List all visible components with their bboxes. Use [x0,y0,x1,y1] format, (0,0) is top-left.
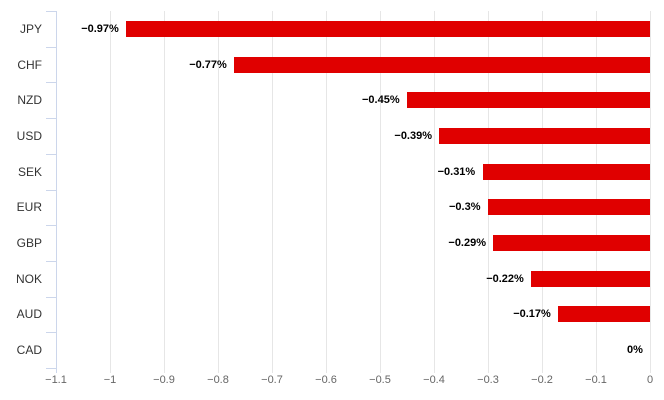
x-axis-tick [542,368,543,373]
category-axis-tick [46,46,56,48]
category-label-EUR: EUR [16,200,42,215]
data-label-CAD: 0% [627,344,643,357]
bar-SEK [482,163,650,180]
category-label-JPY: JPY [19,21,42,36]
category-label-GBP: GBP [16,236,42,251]
gridline [596,11,597,368]
category-label-NZD: NZD [17,93,42,108]
category-axis-tick [46,332,56,334]
category-axis-tick [46,260,56,262]
category-axis-tick [46,189,56,191]
x-axis-tick-label: −1.1 [45,374,67,386]
category-label-NOK: NOK [15,271,42,286]
x-axis-tick-label: −0.7 [261,374,283,386]
x-axis-tick [596,368,597,373]
x-axis-tick [326,368,327,373]
data-label-CHF: −0.77% [189,58,227,71]
x-axis-tick-label: −0.8 [207,374,229,386]
category-axis-tick [46,11,56,12]
data-label-GBP: −0.29% [448,237,487,250]
x-axis-tick [56,368,57,373]
x-axis-tick-label: −0.5 [369,374,391,386]
x-axis-tick-label: −0.1 [585,374,607,386]
x-axis-tick-label: −0.9 [153,374,175,386]
x-axis-tick [218,368,219,373]
x-axis-tick [164,368,165,373]
bar-AUD [558,306,650,323]
x-axis-tick [110,368,111,373]
data-label-JPY: −0.97% [81,22,119,35]
category-label-CAD: CAD [16,343,42,358]
bar-EUR [488,199,650,216]
category-axis-tick [46,296,56,298]
category-label-USD: USD [16,128,42,143]
bar-NOK [531,270,650,287]
gridline [542,11,543,368]
data-label-USD: −0.39% [394,129,433,142]
bar-NZD [407,92,650,109]
data-label-NZD: −0.45% [362,94,400,107]
plot-area [56,11,651,368]
gridline [650,11,651,368]
gridline [488,11,489,368]
category-axis-line [56,11,57,368]
category-axis-tick [46,368,56,369]
x-axis-tick-label: −0.6 [315,374,337,386]
x-axis-tick-label: 0 [646,374,654,386]
data-label-NOK: −0.22% [486,272,524,285]
gridline [164,11,165,368]
category-axis-tick [46,82,56,84]
x-axis-tick-label: −1 [103,374,117,386]
category-axis-tick [46,225,56,227]
category-label-SEK: SEK [17,164,42,179]
category-axis-tick [46,153,56,155]
x-axis-tick-label: −0.4 [423,374,445,386]
bar-USD [439,127,650,144]
bar-CHF [234,56,650,73]
data-label-AUD: −0.17% [513,308,551,321]
category-label-CHF: CHF [17,57,42,72]
gridline [326,11,327,368]
x-axis-tick [650,368,651,373]
x-axis-tick [272,368,273,373]
gridline [434,11,435,368]
x-axis-tick [434,368,435,373]
x-axis-tick-label: −0.3 [477,374,499,386]
x-axis-tick [488,368,489,373]
bar-GBP [493,235,650,252]
category-axis-tick [46,118,56,120]
data-label-SEK: −0.31% [437,165,476,178]
x-axis-tick [380,368,381,373]
gridline [272,11,273,368]
x-axis-tick-label: −0.2 [531,374,553,386]
bar-JPY [126,20,650,37]
data-label-EUR: −0.3% [449,201,481,214]
category-label-AUD: AUD [16,307,42,322]
gridline [218,11,219,368]
gridline [110,11,111,368]
gridline [380,11,381,368]
